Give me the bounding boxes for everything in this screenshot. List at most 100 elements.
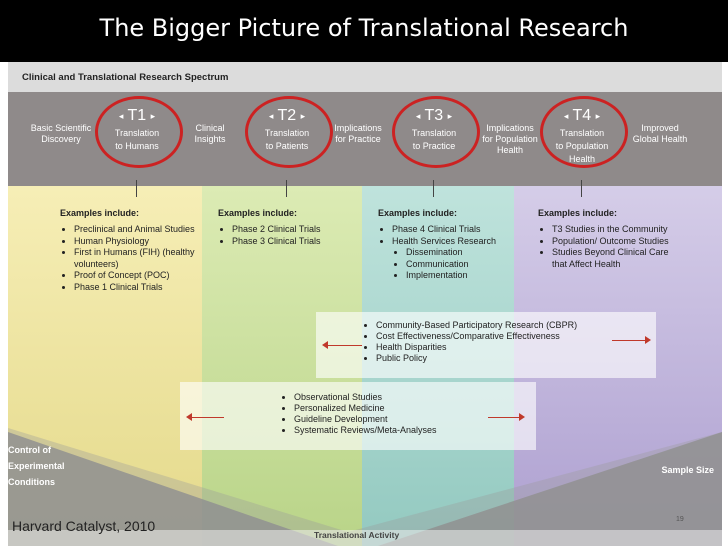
list-item: Studies Beyond Clinical Care that Affect… [552,247,678,270]
upper-right-arrow-line [612,340,646,341]
phase-label: ◂ T4 ▸ [540,107,624,125]
examples-t4: Examples include: T3 Studies in the Comm… [538,208,678,270]
t4-ring [540,96,628,168]
list-item: Implementation [406,270,518,282]
step-basic-discovery: Basic Scientific Discovery [30,123,92,144]
list-item: Communication [406,259,518,271]
step-implications-population: Implications for Population Health [482,123,538,155]
examples-heading: Examples include: [538,208,618,218]
phase-t4-desc: Translation to Population Health [555,128,609,165]
t1-connector [136,180,137,197]
left-arrow-icon [186,413,192,421]
translational-activity-label: Translational Activity [314,530,400,540]
t3-connector [433,180,434,197]
slide-title: The Bigger Picture of Translational Rese… [99,14,629,42]
header-title-strip [8,62,722,92]
examples-t1-list: Preclinical and Animal Studies Human Phy… [60,224,200,293]
list-item: Cost Effectiveness/Comparative Effective… [376,331,656,342]
list-item: Observational Studies [294,392,536,403]
list-item: Guideline Development [294,414,536,425]
examples-t2-list: Phase 2 Clinical Trials Phase 3 Clinical… [218,224,358,247]
list-item: Proof of Concept (POC) [74,270,200,282]
phase-t2-label: T2 [277,107,297,125]
phase-t3-label: T3 [424,107,444,125]
phase-label: ◂ T3 ▸ [392,107,476,125]
examples-t1: Examples include: Preclinical and Animal… [60,208,200,293]
list-item: Personalized Medicine [294,403,536,414]
phase-t1-desc: Translation to Humans [114,128,160,152]
list-item: First in Humans (FIH) (healthy volunteer… [74,247,200,270]
left-arrow-icon: ◂ [268,111,274,121]
control-wedge [8,432,338,546]
right-arrow-icon: ▸ [447,111,453,121]
right-arrow-icon: ▸ [300,111,306,121]
right-arrow-icon: ▸ [150,111,156,121]
t4-connector [581,180,582,197]
examples-t2: Examples include: Phase 2 Clinical Trial… [218,208,358,247]
examples-t3-list: Phase 4 Clinical Trials Health Services … [378,224,518,282]
sample-size-wedge [378,432,722,546]
list-item: Preclinical and Animal Studies [74,224,200,236]
phase-t4: ◂ T4 ▸ Translation to Population Health [540,107,624,166]
right-arrow-icon [645,336,651,344]
phase-t1-label: T1 [127,107,147,125]
list-item: Phase 3 Clinical Trials [232,236,358,248]
phase-t4-label: T4 [572,107,592,125]
t2-connector [286,180,287,197]
list-item: Phase 1 Clinical Trials [74,282,200,294]
right-arrow-icon [519,413,525,421]
list-item-label: Health Services Research [392,235,497,246]
examples-t4-list: T3 Studies in the Community Population/ … [538,224,678,270]
lower-left-arrow-line [190,417,224,418]
examples-heading: Examples include: [218,208,298,218]
lower-shading [8,428,722,546]
left-arrow-icon [322,341,328,349]
phase-label: ◂ T2 ▸ [245,107,329,125]
list-item: Phase 2 Clinical Trials [232,224,358,236]
list-item: Community-Based Participatory Research (… [376,320,656,331]
list-item: Public Policy [376,353,656,364]
spectrum-diagram: Clinical and Translational Research Spec… [8,62,722,546]
examples-heading: Examples include: [60,208,140,218]
t1-ring [95,96,183,168]
right-arrow-icon: ▸ [595,111,601,121]
slide-number: 19 [676,516,684,523]
lower-right-arrow-line [488,417,520,418]
slide-title-bar: The Bigger Picture of Translational Rese… [0,0,728,62]
lower-bar-list: Observational Studies Personalized Medic… [280,392,536,436]
step-implications-practice: Implications for Practice [334,123,382,144]
left-arrow-icon: ◂ [118,111,124,121]
phase-label: ◂ T1 ▸ [95,107,179,125]
lower-crosscutting-bar: Observational Studies Personalized Medic… [180,382,536,450]
source-credit: Harvard Catalyst, 2010 [12,518,156,534]
control-axis-label: Control of Experimental Conditions [8,445,65,487]
examples-t3-sublist: Dissemination Communication Implementati… [392,247,518,282]
list-item: Population/ Outcome Studies [552,236,678,248]
t3-ring [392,96,480,168]
phase-t3-desc: Translation to Practice [411,128,457,152]
footer-strip [8,530,722,546]
examples-t3: Examples include: Phase 4 Clinical Trial… [378,208,518,282]
sample-size-label: Sample Size [661,465,714,475]
list-item: Human Physiology [74,236,200,248]
list-item: Phase 4 Clinical Trials [392,224,518,236]
phase-t3: ◂ T3 ▸ Translation to Practice [392,107,476,153]
list-item: Systematic Reviews/Meta-Analyses [294,425,536,436]
left-arrow-icon: ◂ [563,111,569,121]
list-item: Health Disparities [376,342,656,353]
list-item: Dissemination [406,247,518,259]
upper-bar-list: Community-Based Participatory Research (… [362,320,656,364]
t2-ring [245,96,333,168]
examples-heading: Examples include: [378,208,458,218]
spectrum-title: Clinical and Translational Research Spec… [22,72,229,83]
left-arrow-icon: ◂ [415,111,421,121]
list-item: Health Services Research Dissemination C… [392,236,518,282]
phase-t2-desc: Translation to Patients [264,128,310,152]
step-improved-health: Improved Global Health [632,123,688,144]
upper-left-arrow-line [326,345,362,346]
step-clinical-insights: Clinical Insights [194,123,226,144]
upper-crosscutting-bar: Community-Based Participatory Research (… [316,312,656,378]
phase-t1: ◂ T1 ▸ Translation to Humans [95,107,179,153]
phase-t2: ◂ T2 ▸ Translation to Patients [245,107,329,153]
list-item: T3 Studies in the Community [552,224,678,236]
